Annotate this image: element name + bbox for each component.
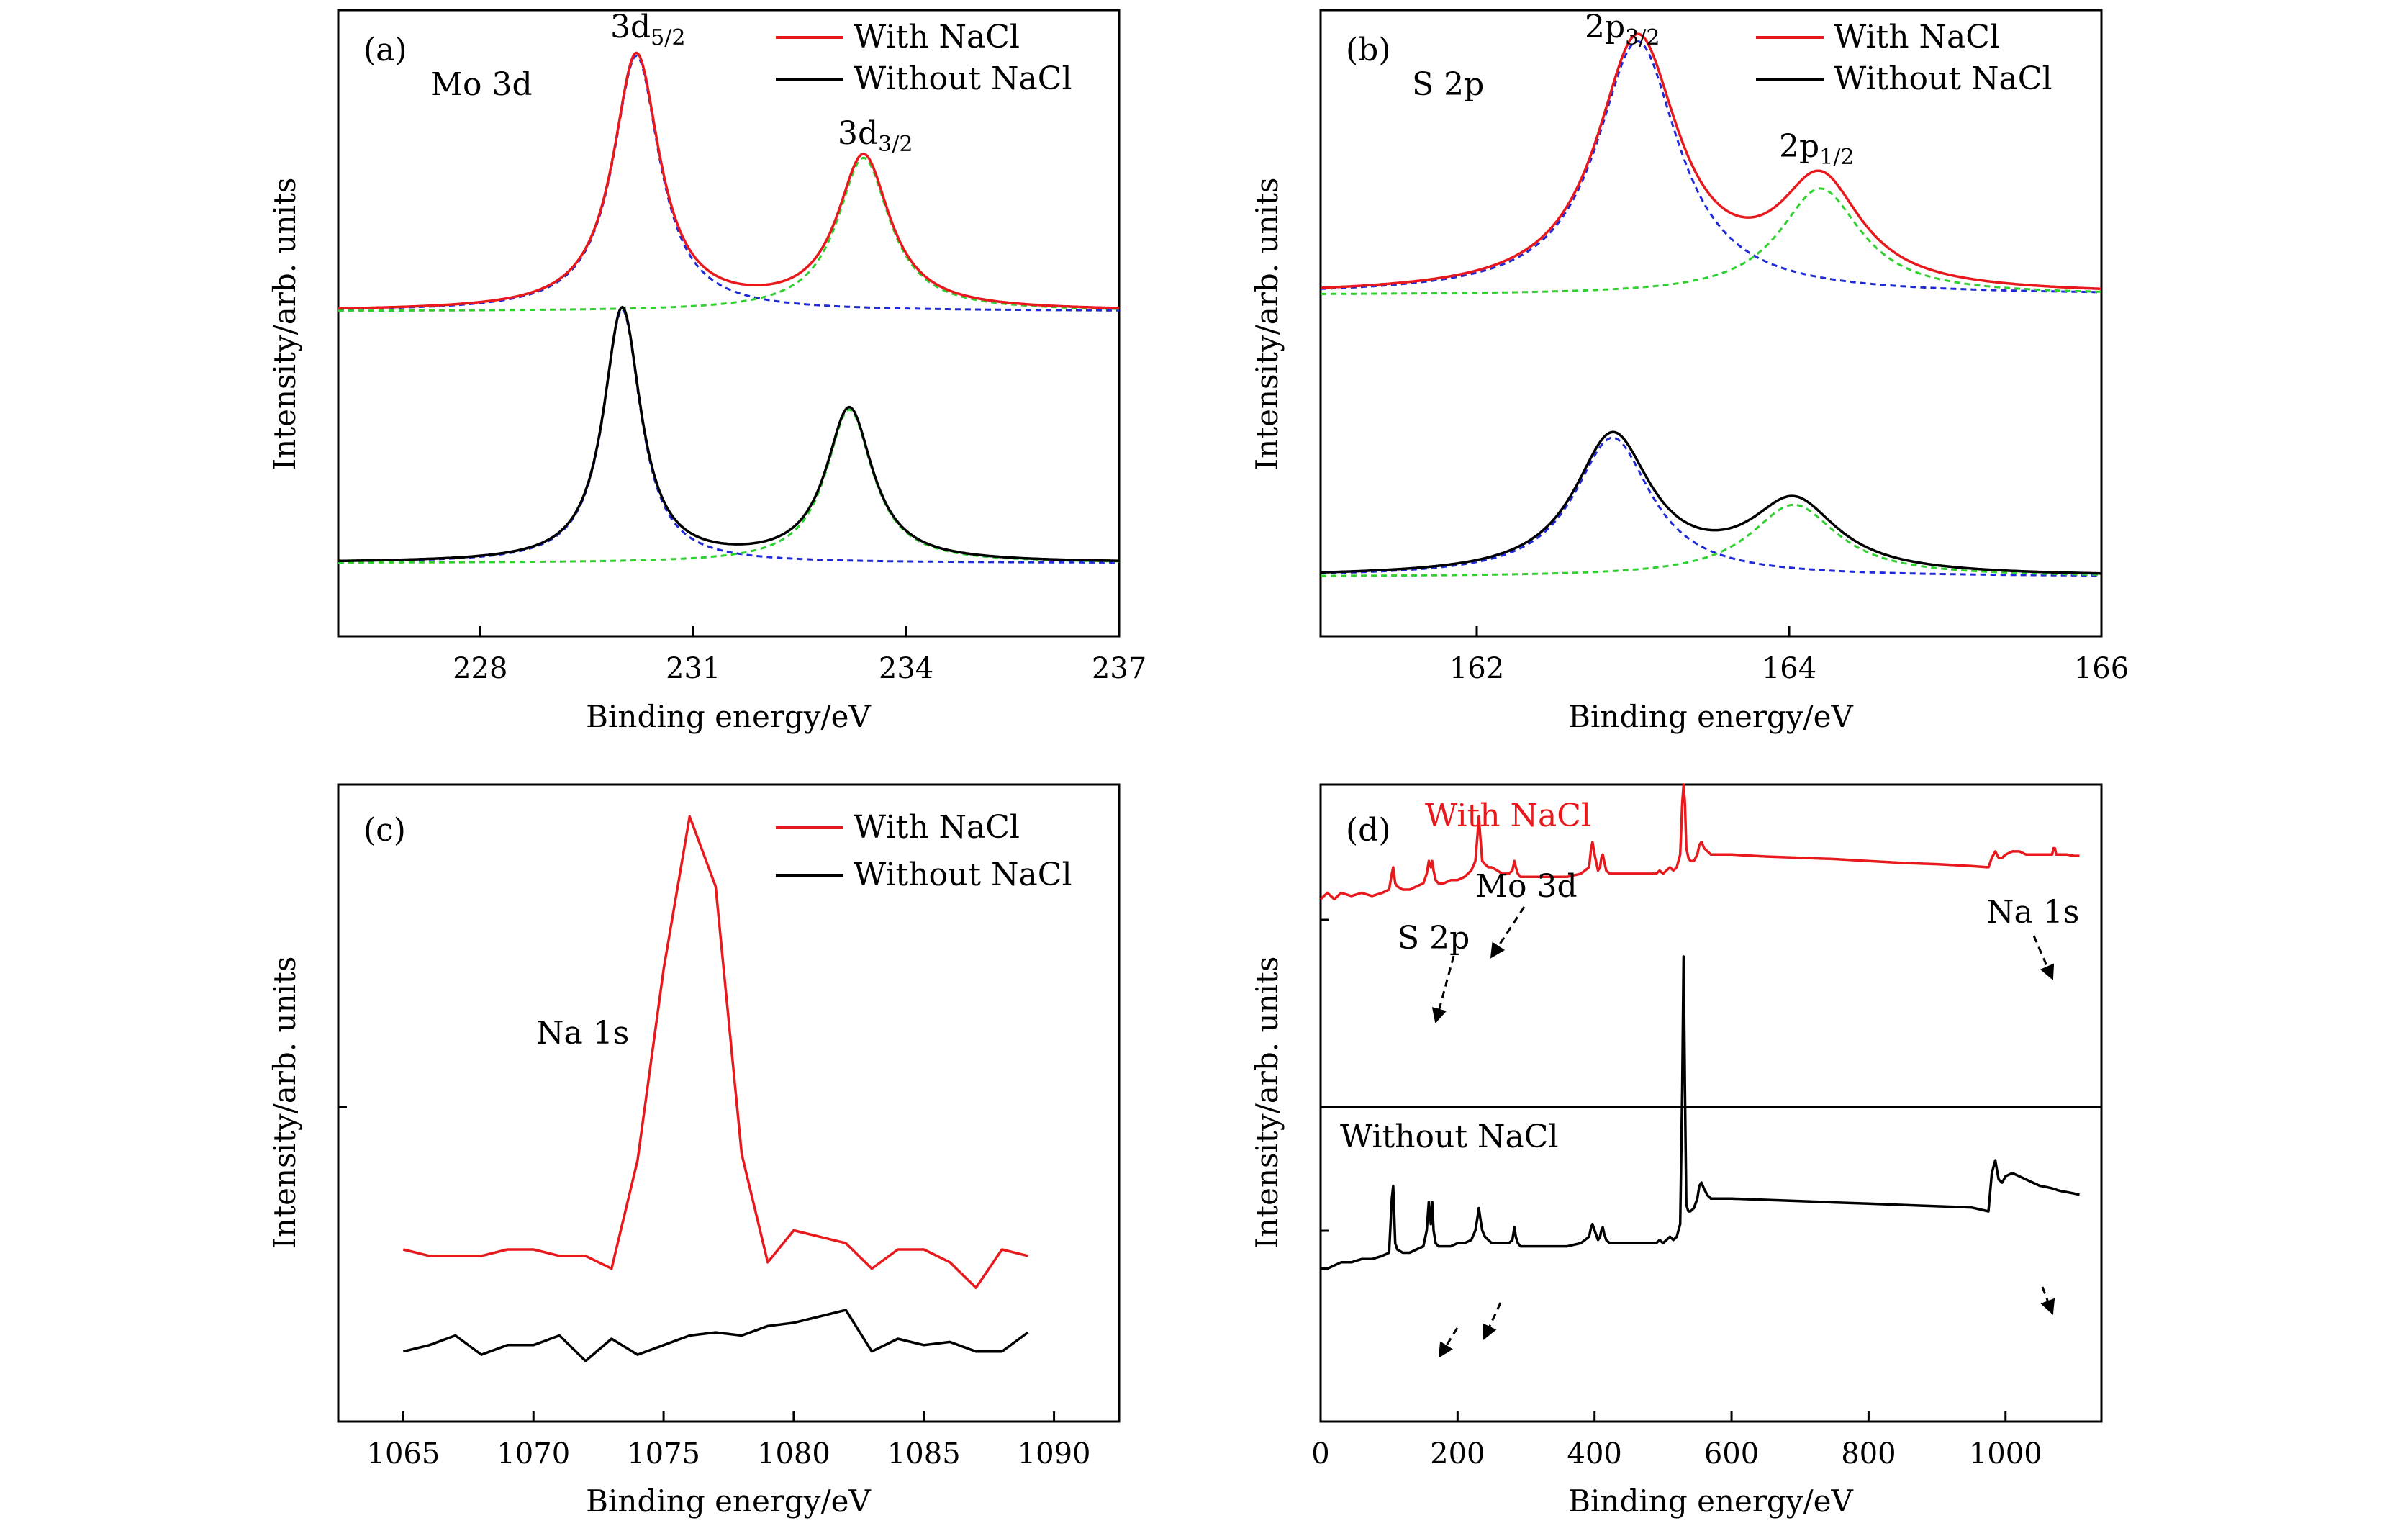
x-tick-label: 228: [453, 652, 507, 685]
panel-b-ylabel: Intensity/arb. units: [1249, 178, 1285, 471]
legend-label-with: With NaCl: [854, 19, 1020, 55]
x-tick-label: 234: [879, 652, 933, 685]
panel-b-title: S 2p: [1412, 66, 1484, 103]
panel-d-region-with: With NaCl: [1425, 797, 1591, 834]
fit-component-1: [338, 54, 1119, 312]
series-line-without: [1321, 955, 2080, 1270]
panel-a: 228 231 234 237 (a) Mo 3d 3d5/2 3d3/2 With …: [267, 9, 1146, 734]
panel-d-xlabel: Binding energy/eV: [1568, 1483, 1853, 1519]
panel-a-frame: [337, 9, 1121, 638]
panel-b-peak-label: 2p1/2: [1779, 128, 1854, 170]
panel-a-peak-label-sub: 3/2: [878, 132, 913, 157]
series-line-without: [338, 305, 1119, 563]
series-line-with: [1321, 32, 2102, 291]
x-tick-label: 1075: [627, 1437, 700, 1470]
arrow-mo3d-with: [1490, 906, 1526, 959]
panel-b-peak-label-base: 2p: [1585, 9, 1625, 45]
panel-c: 1065 1070 1075 1080 1085 1090 (c) Na 1s With …: [267, 783, 1121, 1519]
panel-b-xticks: 162 164 166: [1449, 626, 2129, 685]
x-tick-label: 1000: [1969, 1437, 2042, 1470]
panel-a-xticks: 228 231 234 237: [453, 626, 1146, 685]
x-tick-label: 1070: [497, 1437, 570, 1470]
legend-label-with: With NaCl: [1834, 19, 2000, 55]
panel-a-legend: With NaCl Without NaCl: [776, 19, 1072, 97]
panel-a-peak-label-base: 3d: [610, 9, 651, 45]
panel-d-xticks: 0 200 400 600 800 1000: [1311, 1411, 2042, 1470]
panel-d: 0 200 400 600 800 1000 (d) With NaCl Without …: [1249, 783, 2103, 1519]
fit-component-1: [1321, 436, 2101, 577]
panel-c-legend: With NaCl Without NaCl: [776, 809, 1072, 893]
fit-component-2: [1321, 503, 2102, 577]
fit-component-1: [338, 308, 1119, 564]
x-tick-label: 1090: [1018, 1437, 1091, 1470]
panel-a-peak-label: 3d3/2: [838, 115, 913, 157]
panel-c-frame: [337, 783, 1121, 1423]
x-tick-label: 800: [1841, 1437, 1896, 1470]
panel-d-label: (d): [1346, 812, 1391, 849]
x-tick-label: 164: [1762, 652, 1816, 685]
panel-d-frame: [1319, 783, 2103, 1423]
arrow-na1s-with: [2032, 935, 2055, 980]
legend-label-without: Without NaCl: [854, 857, 1072, 893]
panel-b-peak-label: 2p3/2: [1585, 9, 1660, 50]
panel-c-xlabel: Binding energy/eV: [586, 1483, 871, 1519]
panel-d-region-without: Without NaCl: [1340, 1118, 1559, 1155]
x-tick-label: 1085: [887, 1437, 961, 1470]
x-tick-label: 1080: [757, 1437, 830, 1470]
panel-a-label: (a): [363, 32, 407, 68]
panel-b-peak-label-sub: 3/2: [1625, 25, 1660, 50]
series-line-without: [1320, 430, 2101, 575]
panel-b-frame: [1319, 9, 2103, 638]
x-tick-label: 1065: [367, 1437, 440, 1470]
panel-c-xticks: 1065 1070 1075 1080 1085 1090: [367, 1411, 1091, 1470]
panel-b-peak-label-sub: 1/2: [1819, 145, 1854, 170]
x-tick-label: 231: [666, 652, 720, 685]
series-line-without: [402, 1309, 1029, 1362]
panel-a-title: Mo 3d: [430, 66, 533, 103]
panel-b-plot: [1320, 32, 2102, 577]
panel-a-xlabel: Binding energy/eV: [586, 699, 871, 734]
panel-a-peak-label-base: 3d: [838, 115, 878, 152]
panel-a-ylabel: Intensity/arb. units: [267, 178, 302, 471]
arrow-mo3d-without: [1483, 1302, 1502, 1340]
panel-c-ylabel: Intensity/arb. units: [267, 957, 302, 1249]
panel-b: 162 164 166 (b) S 2p 2p3/2 2p1/2 With NaCl…: [1249, 9, 2129, 734]
panel-b-xlabel: Binding energy/eV: [1568, 699, 1853, 734]
panel-d-annotation-na1s: Na 1s: [1986, 894, 2079, 931]
panel-d-ylabel: Intensity/arb. units: [1249, 957, 1285, 1249]
fit-component-1: [1320, 40, 2101, 294]
arrow-na1s-without: [2040, 1286, 2055, 1315]
series-line-with: [1319, 783, 2080, 901]
fit-component-2: [338, 156, 1119, 312]
legend-label-without: Without NaCl: [854, 60, 1072, 97]
x-tick-label: 600: [1704, 1437, 1759, 1470]
x-tick-label: 200: [1430, 1437, 1485, 1470]
panel-b-peak-label-base: 2p: [1779, 128, 1819, 165]
panel-a-peak-label: 3d5/2: [610, 9, 685, 50]
x-tick-label: 237: [1092, 652, 1146, 685]
panel-c-plot: [402, 815, 1029, 1362]
arrow-s2p-with: [1431, 955, 1455, 1024]
series-line-with: [338, 51, 1120, 310]
series-line-with: [402, 815, 1028, 1289]
panel-c-label: (c): [363, 812, 406, 849]
panel-d-annotation-mo3d: Mo 3d: [1475, 868, 1578, 905]
panel-c-title: Na 1s: [536, 1015, 629, 1052]
x-tick-label: 400: [1567, 1437, 1622, 1470]
panel-b-legend: With NaCl Without NaCl: [1756, 19, 2052, 97]
fit-component-2: [338, 408, 1120, 564]
panel-a-peak-label-sub: 5/2: [651, 25, 685, 50]
x-tick-label: 162: [1449, 652, 1504, 685]
panel-d-plot: [1319, 783, 2080, 1270]
x-tick-label: 166: [2074, 652, 2129, 685]
panel-a-plot: [338, 51, 1120, 564]
legend-label-without: Without NaCl: [1834, 60, 2052, 97]
panel-d-annotation-s2p: S 2p: [1398, 920, 1470, 957]
x-tick-label: 0: [1311, 1437, 1329, 1470]
legend-label-with: With NaCl: [854, 809, 1020, 846]
arrow-s2p-without: [1438, 1327, 1459, 1358]
panel-b-label: (b): [1346, 32, 1391, 68]
